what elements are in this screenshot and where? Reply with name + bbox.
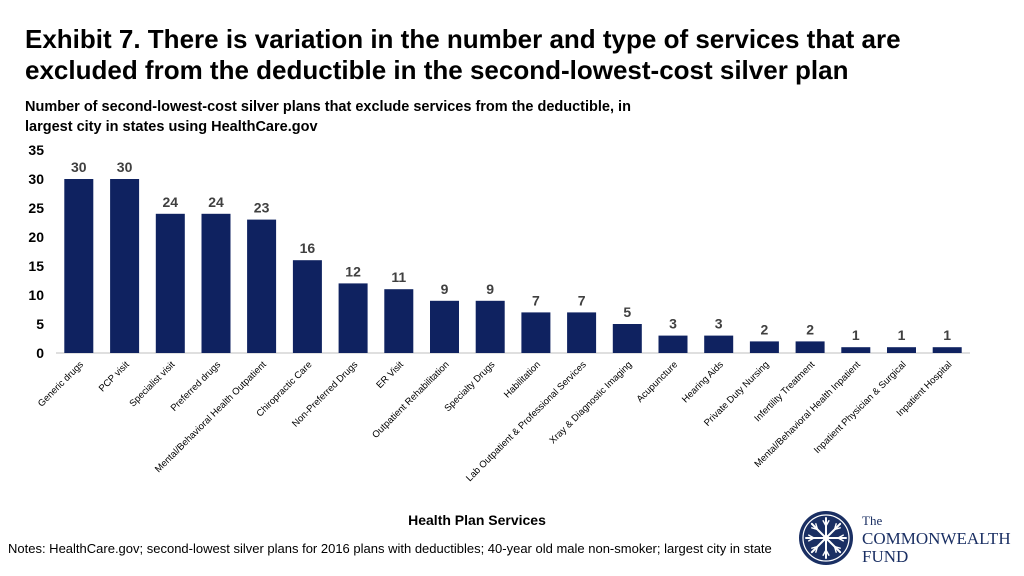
x-tick-label: Acupuncture xyxy=(635,359,680,404)
data-label: 9 xyxy=(441,281,449,297)
bar xyxy=(292,260,322,353)
data-label: 11 xyxy=(391,269,406,285)
bar xyxy=(567,312,597,353)
logo-line-2: COMMONWEALTH xyxy=(862,529,1011,548)
bar xyxy=(430,300,459,353)
data-label: 24 xyxy=(208,194,224,210)
bar xyxy=(841,347,871,353)
bar xyxy=(658,335,688,353)
x-tick-label: PCP visit xyxy=(97,359,132,394)
x-tick-label: Inpatient Physician & Surgical xyxy=(812,359,909,456)
bar xyxy=(64,179,94,353)
data-label: 2 xyxy=(806,321,814,337)
data-label: 9 xyxy=(486,281,494,297)
logo-line-1: The xyxy=(862,513,882,528)
bar xyxy=(612,324,642,353)
y-tick-label: 30 xyxy=(28,171,44,187)
y-tick-label: 0 xyxy=(36,345,44,361)
x-tick-label: Specialist visit xyxy=(127,359,177,409)
chart-subtitle: Number of second-lowest-cost silver plan… xyxy=(25,99,631,135)
x-tick-label: ER Visit xyxy=(374,359,406,391)
x-tick-label: Outpatient Rehabilitation xyxy=(370,359,451,440)
data-label: 7 xyxy=(578,292,586,308)
data-label: 1 xyxy=(898,327,906,343)
data-label: 23 xyxy=(254,200,270,216)
data-label: 30 xyxy=(71,159,87,175)
logo-line-3: FUND xyxy=(862,547,908,566)
data-label: 16 xyxy=(300,240,316,256)
data-label: 24 xyxy=(163,194,179,210)
bar xyxy=(704,335,734,353)
x-axis-title: Health Plan Services xyxy=(408,512,546,528)
data-label: 2 xyxy=(761,321,769,337)
data-label: 30 xyxy=(117,159,133,175)
y-tick-label: 35 xyxy=(28,142,44,158)
bar xyxy=(475,300,505,353)
data-label: 1 xyxy=(852,327,860,343)
bar xyxy=(384,289,414,353)
bar xyxy=(201,213,231,353)
bar xyxy=(887,347,916,353)
snowflake-emblem-icon xyxy=(799,511,853,565)
y-tick-label: 5 xyxy=(36,316,44,332)
data-label: 12 xyxy=(345,263,361,279)
commonwealth-fund-logo: The COMMONWEALTH FUND xyxy=(799,511,1011,566)
data-label: 1 xyxy=(943,327,951,343)
data-label: 3 xyxy=(715,316,723,332)
data-label: 5 xyxy=(623,304,631,320)
bar xyxy=(749,341,779,353)
bar xyxy=(338,283,368,353)
bar xyxy=(795,341,825,353)
y-tick-label: 10 xyxy=(28,287,44,303)
y-tick-label: 15 xyxy=(28,258,44,274)
bar xyxy=(155,213,185,353)
bar xyxy=(932,347,962,353)
notes: Notes: HealthCare.gov; second-lowest sil… xyxy=(8,541,772,556)
x-tick-label: Generic drugs xyxy=(36,359,86,409)
y-tick-label: 25 xyxy=(28,200,44,216)
x-tick-label: Hearing Aids xyxy=(680,359,726,405)
data-label: 3 xyxy=(669,316,677,332)
x-tick-label: Habilitation xyxy=(502,359,543,400)
x-tick-label: Xray & Diagnostic Imaging xyxy=(547,359,634,446)
chart-title: Exhibit 7. There is variation in the num… xyxy=(25,24,901,85)
bar xyxy=(521,312,551,353)
bar xyxy=(247,219,277,353)
bar xyxy=(110,179,140,353)
y-tick-label: 20 xyxy=(28,229,44,245)
data-label: 7 xyxy=(532,292,540,308)
